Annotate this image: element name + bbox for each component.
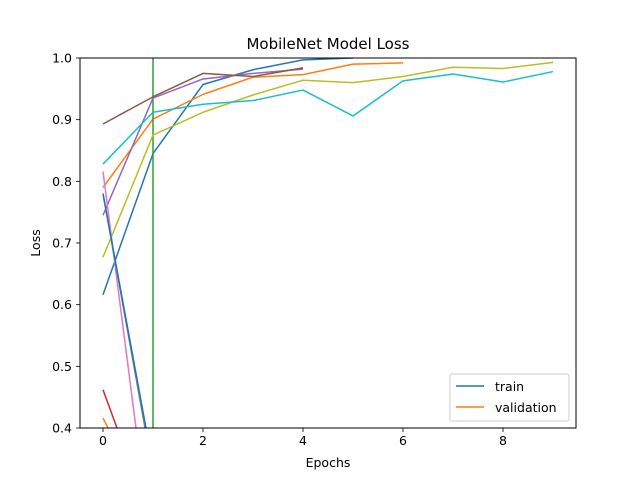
x-tick-label: 2	[199, 433, 207, 448]
series-line-5	[102, 68, 304, 216]
series-line-10	[102, 70, 554, 165]
x-tick-label: 0	[99, 433, 107, 448]
series-layer	[102, 58, 554, 428]
chart-title: MobileNet Model Loss	[246, 35, 409, 53]
y-tick-label: 0.7	[52, 236, 72, 251]
series-line-12	[102, 417, 109, 428]
y-tick-label: 0.9	[52, 112, 72, 127]
legend-label-validation: validation	[495, 400, 557, 415]
series-line-4	[102, 389, 118, 428]
x-tick-label: 6	[399, 433, 407, 448]
y-axis-label: Loss	[28, 229, 43, 256]
y-tick-label: 0.8	[52, 174, 72, 189]
series-line-1	[102, 58, 354, 296]
legend: train validation	[449, 373, 570, 422]
series-line-9	[102, 61, 554, 258]
x-tick-label: 4	[299, 433, 307, 448]
axis-layer: 0 2 4 6 8 0.4 0.5 0.6 0.7 0.8 0.9 1.0	[52, 51, 507, 449]
series-line-6	[102, 67, 304, 125]
series-line-11	[102, 193, 147, 428]
legend-label-train: train	[495, 379, 524, 394]
x-tick-label: 8	[499, 433, 507, 448]
y-tick-label: 1.0	[52, 51, 72, 66]
series-line-7	[102, 171, 137, 428]
y-tick-label: 0.5	[52, 359, 72, 374]
plot-frame	[79, 57, 577, 429]
x-axis-label: Epochs	[306, 455, 351, 470]
y-tick-label: 0.6	[52, 297, 72, 312]
y-tick-label: 0.4	[52, 421, 72, 436]
